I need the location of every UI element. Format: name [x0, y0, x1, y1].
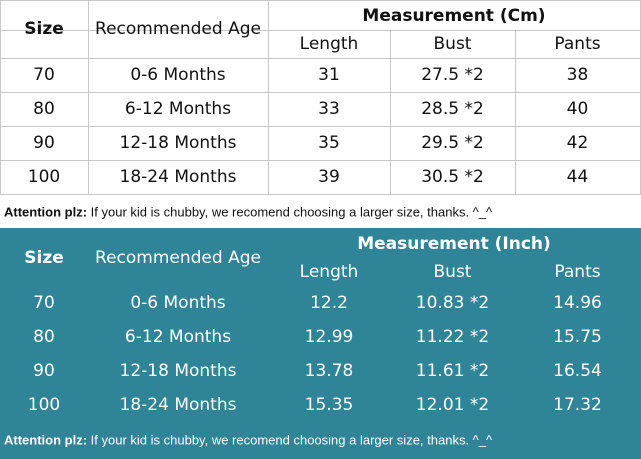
grid-line: [515, 30, 516, 194]
size-header: Size: [24, 248, 64, 268]
attention-note: Attention plz: If your kid is chubby, we…: [4, 205, 492, 220]
table-cell: 70: [33, 293, 55, 313]
table-cell: 12-18 Months: [119, 361, 237, 381]
grid-line: [0, 126, 641, 127]
table-cell: 35: [318, 133, 340, 153]
grid-line: [0, 0, 1, 194]
table-cell: 17.32: [553, 395, 602, 415]
grid-line: [0, 92, 641, 93]
age-header: Recommended Age: [95, 19, 261, 39]
table-cell: 33: [318, 99, 340, 119]
table-cell: 14.96: [553, 293, 602, 313]
table-cell: 10.83 *2: [415, 293, 490, 313]
grid-line: [0, 160, 641, 161]
table-cell: 29.5 *2: [421, 133, 484, 153]
column-header: Pants: [554, 34, 601, 54]
table-cell: 0-6 Months: [130, 65, 226, 85]
table-cell: 12.99: [304, 327, 354, 347]
table-cell: 27.5 *2: [421, 65, 484, 85]
table-cell: 42: [566, 133, 589, 153]
table-cell: 90: [33, 361, 55, 381]
note-text: If your kid is chubby, we recomend choos…: [90, 432, 493, 448]
table-cell: 39: [318, 167, 340, 187]
table-cell: 70: [33, 65, 55, 85]
grid-line: [0, 0, 641, 1]
size-header: Size: [24, 19, 64, 39]
table-cell: 12-18 Months: [119, 133, 237, 153]
table-cell: 15.35: [304, 395, 354, 415]
grid-line: [268, 0, 269, 194]
table-cell: 100: [27, 395, 61, 415]
table-cell: 100: [27, 167, 61, 187]
note-label: Attention plz:: [4, 432, 88, 448]
cm-section: Size Recommended Age Measurement (Cm) Lengt…: [0, 0, 641, 228]
grid-line: [88, 0, 89, 194]
column-header: Length: [299, 34, 359, 54]
table-cell: 12.01 *2: [415, 395, 490, 415]
attention-note: Attention plz: If your kid is chubby, we…: [4, 433, 492, 448]
grid-line: [0, 58, 641, 59]
table-cell: 18-24 Months: [119, 167, 237, 187]
table-cell: 80: [33, 99, 55, 119]
age-header: Recommended Age: [95, 248, 261, 268]
table-cell: 38: [566, 65, 589, 85]
table-cell: 13.78: [304, 361, 354, 381]
table-cell: 40: [566, 99, 589, 119]
table-cell: 18-24 Months: [119, 395, 237, 415]
table-cell: 0-6 Months: [130, 293, 226, 313]
measurement-header: Measurement (Inch): [357, 234, 551, 254]
inch-section: Size Recommended Age Measurement (Inch) Len…: [0, 228, 641, 459]
grid-line: [0, 30, 641, 31]
column-header: Bust: [433, 34, 472, 54]
table-cell: 6-12 Months: [124, 327, 232, 347]
table-cell: 16.54: [553, 361, 602, 381]
table-cell: 80: [33, 327, 55, 347]
column-header: Length: [299, 262, 359, 282]
measurement-header: Measurement (Cm): [362, 6, 546, 26]
grid-line: [390, 30, 391, 194]
grid-line: [0, 194, 641, 195]
table-cell: 28.5 *2: [421, 99, 484, 119]
table-cell: 15.75: [553, 327, 602, 347]
note-label: Attention plz:: [4, 204, 88, 220]
table-cell: 12.2: [310, 293, 348, 313]
table-cell: 90: [33, 133, 55, 153]
column-header: Pants: [554, 262, 601, 282]
table-cell: 44: [566, 167, 589, 187]
table-cell: 11.22 *2: [415, 327, 490, 347]
table-cell: 31: [318, 65, 340, 85]
table-cell: 11.61 *2: [415, 361, 490, 381]
table-cell: 6-12 Months: [124, 99, 232, 119]
column-header: Bust: [433, 262, 472, 282]
note-text: If your kid is chubby, we recomend choos…: [90, 204, 493, 220]
table-cell: 30.5 *2: [421, 167, 484, 187]
